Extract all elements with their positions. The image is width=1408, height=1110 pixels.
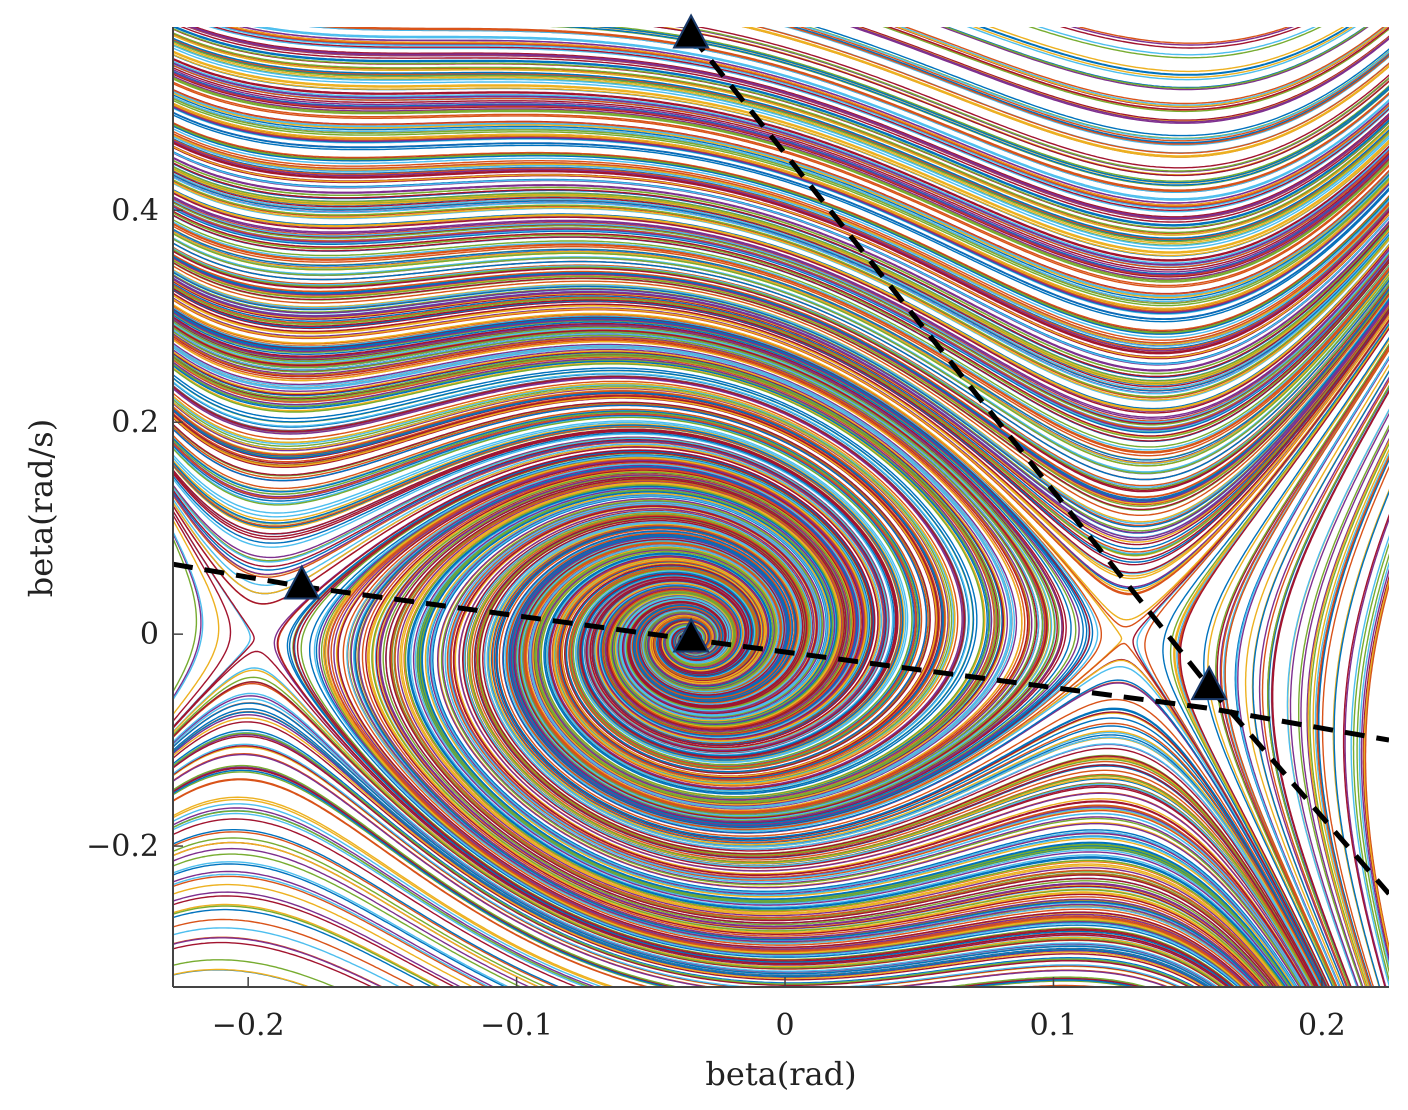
trajectory-line bbox=[121, 943, 435, 1018]
trajectory-lines bbox=[119, 0, 1408, 1019]
trajectory-line bbox=[893, 0, 1392, 75]
x-tick-label: 0.1 bbox=[1030, 1008, 1078, 1043]
x-tick-label: −0.2 bbox=[212, 1008, 285, 1043]
y-tick-label: 0.4 bbox=[111, 193, 159, 228]
trajectory-line bbox=[967, 0, 1360, 48]
x-tick-label: 0.2 bbox=[1298, 1008, 1346, 1043]
x-tick-label: −0.1 bbox=[480, 1008, 553, 1043]
y-tick-label: −0.2 bbox=[86, 829, 159, 864]
y-axis-label: beta(rad/s) bbox=[22, 419, 60, 597]
y-tick-label: 0.2 bbox=[111, 405, 159, 440]
trajectory-line bbox=[976, 0, 1356, 45]
x-axis-label: beta(rad) bbox=[705, 1055, 856, 1093]
trajectory-line bbox=[121, 419, 255, 788]
trajectory-line bbox=[806, 0, 1408, 105]
x-tick-label: 0 bbox=[775, 1008, 794, 1043]
y-tick-label: 0 bbox=[140, 617, 159, 652]
trajectory-line bbox=[801, 0, 1408, 107]
